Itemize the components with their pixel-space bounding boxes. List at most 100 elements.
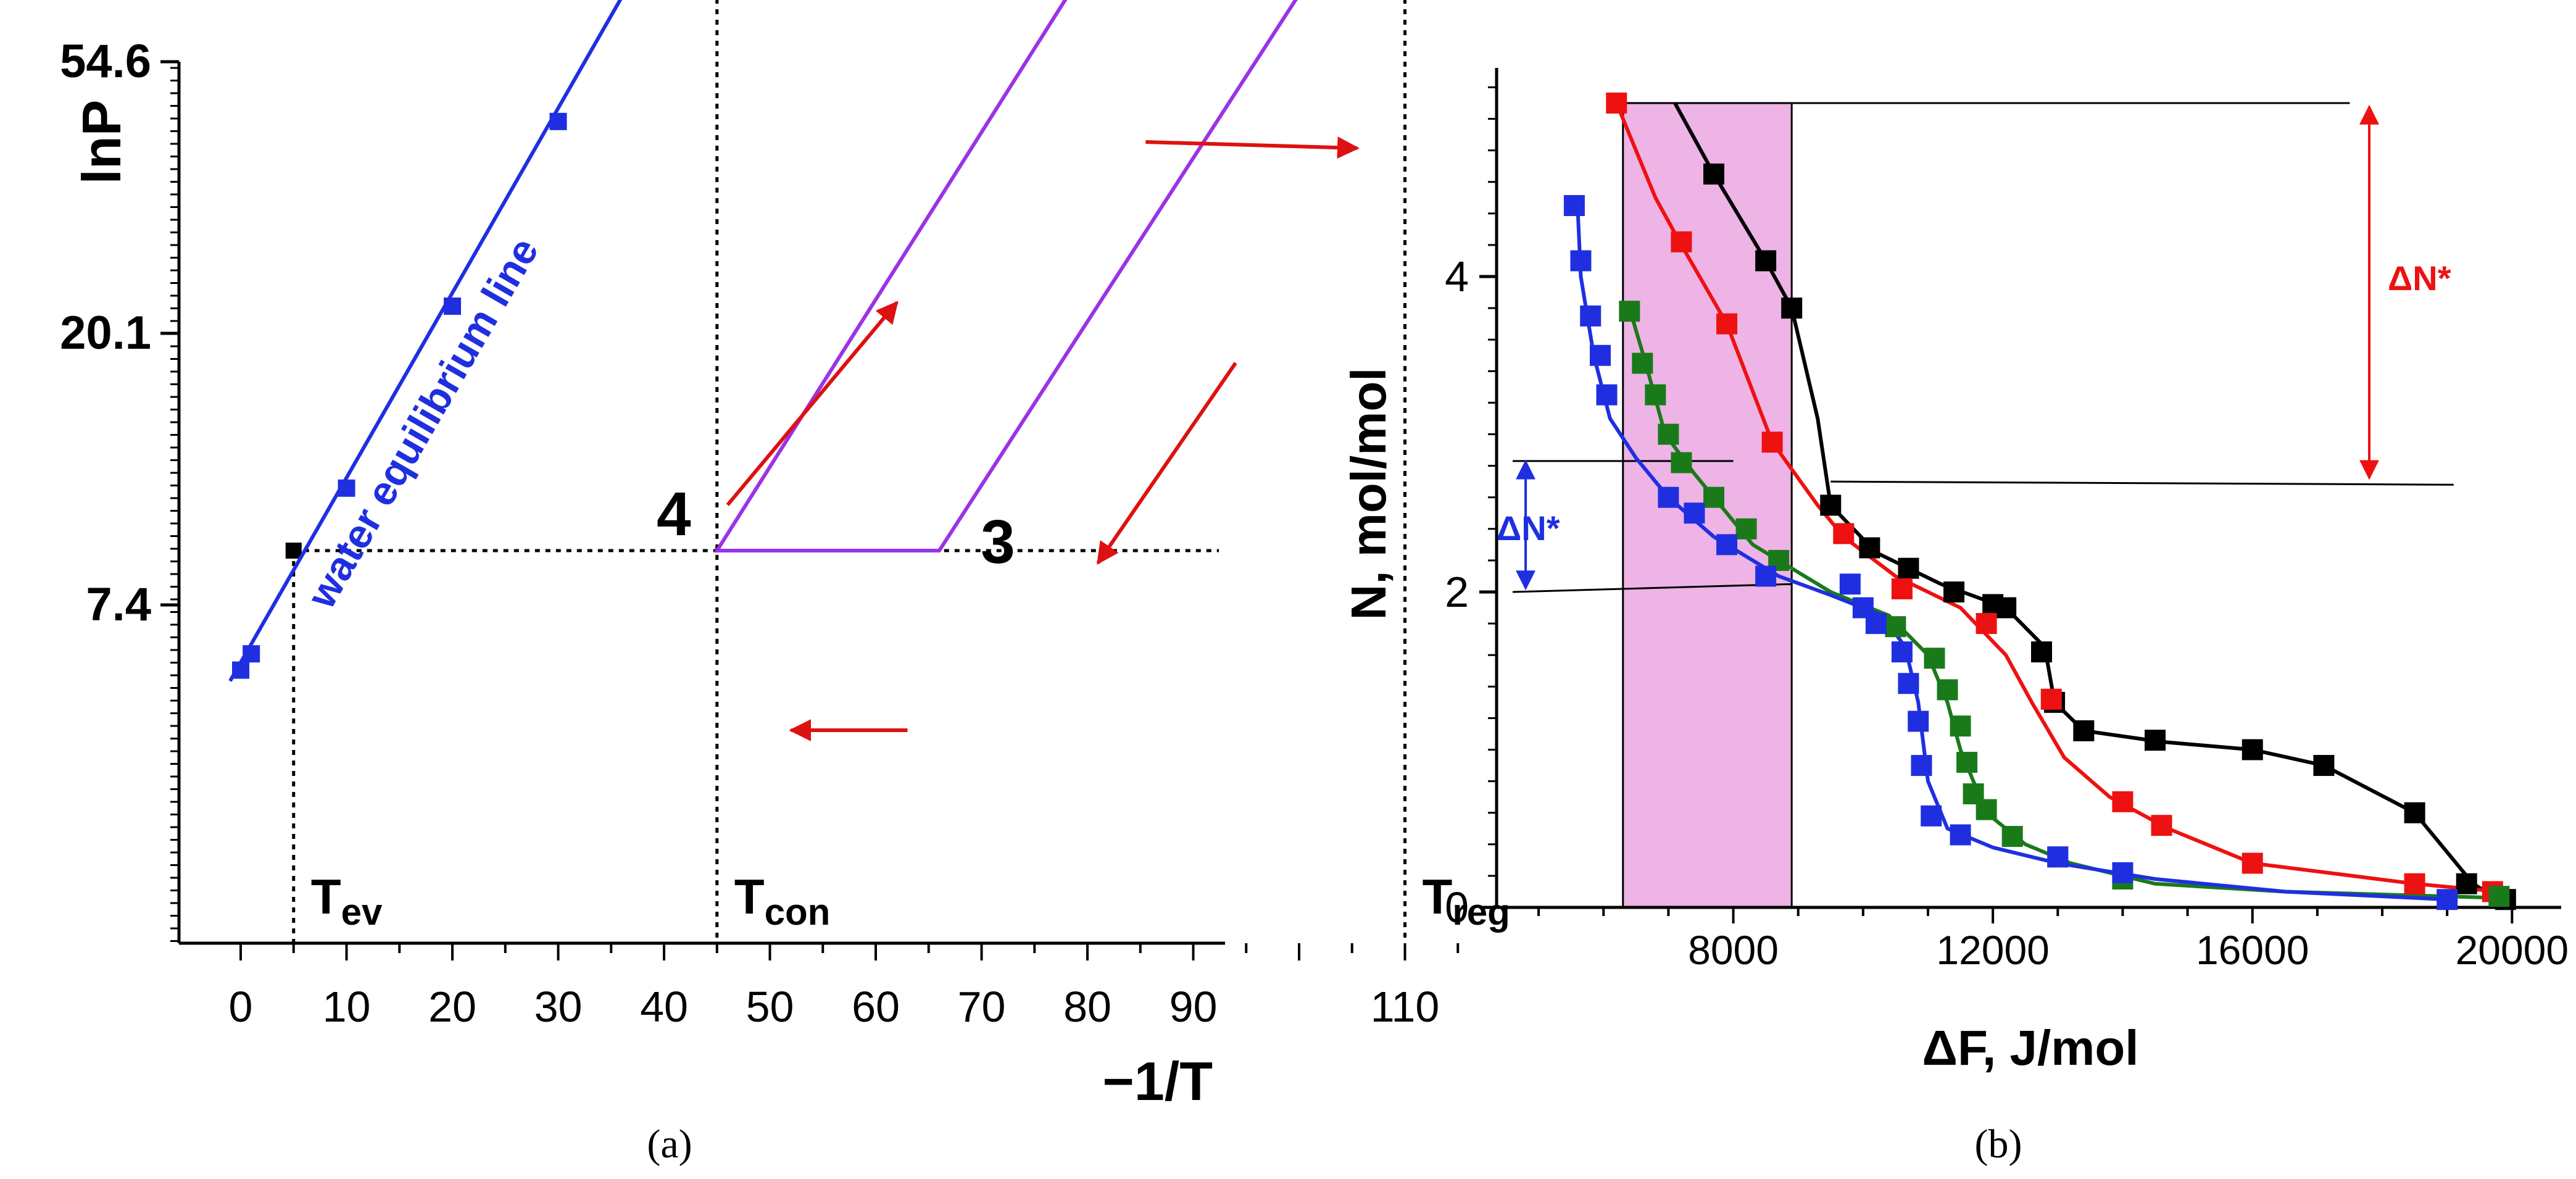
data-point-green: [1735, 518, 1757, 540]
panel-b-y-tick-label: 2: [1445, 568, 1469, 616]
data-point-blue: [1684, 502, 1705, 524]
panel-b-ticks: 8000 12000 16000 20000 0 2 4: [1445, 86, 2569, 973]
panel-a-cycle: 1234: [657, 0, 1298, 577]
data-point-green: [1645, 384, 1666, 406]
data-point-blue: [1596, 384, 1618, 406]
data-point-red: [1761, 431, 1783, 453]
panel-a-x-tick-label: 80: [1063, 983, 1111, 1031]
data-point-black: [1898, 557, 1919, 579]
cycle-point-label-4: 4: [657, 480, 691, 549]
data-point-red: [2151, 815, 2172, 836]
panel-b-x-tick-label: 20000: [2456, 927, 2569, 973]
panel-b-x-tick-label: 12000: [1936, 927, 2050, 973]
data-point-blue: [2112, 862, 2134, 883]
series-line-water-equilibrium: [228, 0, 623, 682]
panel-a-caption: (a): [647, 1122, 692, 1167]
cycle-point-label-3: 3: [981, 507, 1015, 577]
data-point-red: [2040, 688, 2062, 710]
panel-b-x-tick-label: 8000: [1688, 927, 1779, 973]
data-point-blue: [1589, 344, 1611, 366]
data-point-blue: [1921, 805, 1942, 827]
panel-a-x-tick-label: 60: [852, 983, 900, 1031]
panel-a-y-tick-label: 20.1: [60, 307, 151, 359]
series-label-water: water equilibrium line: [298, 230, 547, 615]
data-point-green: [1956, 751, 1978, 773]
data-point-red: [2112, 791, 2134, 812]
data-point-black: [1859, 537, 1880, 559]
data-point-black: [1781, 298, 1803, 319]
reference-line: [1830, 480, 2454, 486]
data-point-red: [1833, 523, 1855, 544]
data-point-green: [1658, 423, 1679, 445]
panel-a-y-tick-label: 7.4: [86, 578, 151, 631]
panel-a-y-tick-label: 54.6: [60, 35, 151, 88]
data-point-red: [1606, 92, 1627, 114]
data-point-blue: [1950, 824, 1971, 846]
data-point-red: [1716, 313, 1738, 335]
data-point-blue: [1839, 573, 1861, 595]
data-point-green: [1632, 352, 1653, 374]
data-point-blue: [2047, 846, 2069, 868]
panel-b-xlabel: ΔF, J/mol: [1922, 1020, 2139, 1075]
data-point-green: [1703, 486, 1724, 508]
temperature-label-ev: Tev: [311, 869, 383, 933]
panel-b-axes: [1495, 68, 2561, 909]
temperature-label-con: Tcon: [734, 869, 831, 933]
data-point-red: [2404, 873, 2425, 894]
panel-a-x-tick-label: 50: [746, 983, 794, 1031]
data-point-blue: [1658, 486, 1679, 508]
data-point-black: [1943, 581, 1965, 602]
data-point-blue: [1908, 710, 1929, 732]
cycle-direction-arrow: [726, 301, 899, 506]
panel-a-ylabel: lnP: [71, 100, 132, 185]
data-point-green: [2001, 826, 2023, 848]
cycle-polygon: [713, 0, 1298, 552]
data-point-red: [2242, 852, 2263, 874]
cycle-direction-arrow: [1145, 136, 1360, 159]
data-point-black: [2404, 802, 2425, 823]
panel-a-cycle-arrows: [726, 136, 1360, 741]
panel-a-x-tick-label: 10: [323, 983, 371, 1031]
data-point-blue: [1563, 195, 1585, 217]
data-point-green: [2488, 886, 2510, 907]
temperature-label-reg: Treg: [1423, 869, 1510, 933]
panel-b-annotations: ΔN* ΔN*: [1497, 104, 2451, 591]
data-point-black: [1703, 163, 1724, 185]
panel-a-series: [228, 0, 623, 682]
panel-a-x-tick-label: 0: [229, 983, 253, 1031]
data-point-green: [1885, 616, 1906, 638]
data-point-blue: [1865, 613, 1887, 635]
data-point-blue: [1570, 250, 1592, 272]
data-point-blue: [1580, 305, 1602, 327]
panel-a-axes: [177, 62, 1225, 945]
data-point-blue: [2437, 889, 2458, 910]
data-point-green: [1937, 679, 1958, 701]
panel-b-ylabel: N, mol/mol: [1341, 368, 1396, 620]
panel-a-ticks: 0 10 20 30 40 50 60 70 80 90 110 7.4 20.1 54.6: [60, 35, 1460, 1031]
guide-point-ev: [285, 543, 302, 559]
panel-a-x-tick-label: 40: [640, 983, 688, 1031]
data-point-black: [1820, 494, 1842, 516]
data-point-water-equilibrium: [232, 661, 249, 679]
data-point-blue: [1891, 641, 1913, 663]
data-point-black: [2031, 641, 2053, 663]
panel-a-x-tick-label: 110: [1371, 983, 1440, 1031]
data-point-blue: [1755, 565, 1777, 587]
panel-b-y-tick-label: 4: [1445, 252, 1469, 301]
data-point-green: [1976, 799, 1997, 820]
panel-a-x-tick-label: 20: [428, 983, 476, 1031]
data-point-water-equilibrium: [243, 645, 260, 663]
panel-b-caption: (b): [1975, 1122, 2022, 1167]
data-point-green: [1950, 715, 1971, 737]
panel-a-xlabel: −1/T: [1102, 1051, 1213, 1112]
data-point-black: [1995, 597, 2017, 619]
data-point-green: [1671, 452, 1692, 473]
data-point-black: [2313, 755, 2335, 777]
panel-a-x-tick-label: 30: [534, 983, 583, 1031]
data-point-green: [1619, 301, 1640, 322]
data-point-black: [2145, 730, 2166, 751]
data-point-black: [1755, 250, 1777, 272]
panel-a-x-tick-label: 70: [958, 983, 1006, 1031]
